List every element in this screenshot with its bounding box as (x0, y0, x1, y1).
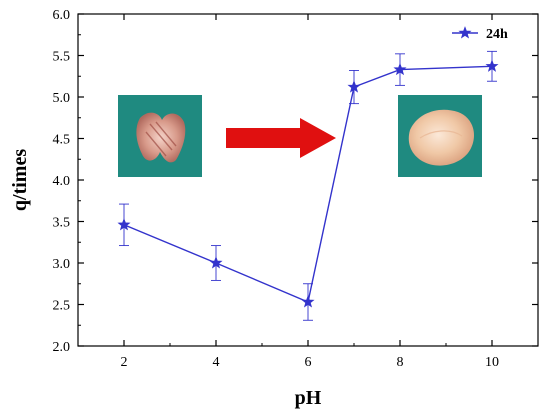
legend-label-24h: 24h (486, 27, 508, 42)
data-point (347, 80, 361, 93)
red-arrow-icon (226, 118, 336, 158)
y-tick-label: 3.5 (53, 216, 71, 231)
y-tick-label: 2.5 (53, 299, 71, 314)
x-axis-title: pH (295, 387, 322, 409)
data-point (485, 59, 499, 72)
y-tick-label: 3.0 (53, 257, 71, 272)
x-tick-label: 6 (305, 355, 312, 370)
x-tick-label: 4 (213, 355, 220, 370)
data-point (209, 256, 223, 269)
series-line (123, 65, 493, 303)
x-axis: 2 4 6 8 10 (121, 14, 499, 370)
y-tick-label: 2.0 (53, 340, 71, 355)
tissue-photo-after (398, 95, 482, 177)
y-tick-label: 5.5 (53, 50, 71, 65)
tissue-photo-before (118, 95, 202, 177)
data-point (393, 62, 407, 76)
x-tick-label: 2 (121, 355, 128, 370)
y-tick-label: 4.5 (53, 133, 71, 148)
legend-marker-icon (458, 26, 472, 39)
series-24h (117, 50, 499, 321)
x-tick-label: 10 (485, 355, 499, 370)
y-axis-title: q/times (9, 149, 31, 211)
data-point (301, 295, 315, 308)
data-point (117, 217, 131, 231)
y-tick-label: 4.0 (53, 174, 71, 189)
y-tick-label: 5.0 (53, 91, 71, 106)
legend: 24h (452, 26, 508, 42)
x-tick-label: 8 (397, 355, 404, 370)
y-tick-label: 6.0 (53, 8, 71, 23)
y-axis: 2.0 2.5 3.0 3.5 4.0 4.5 5.0 5.5 6.0 (53, 8, 538, 355)
